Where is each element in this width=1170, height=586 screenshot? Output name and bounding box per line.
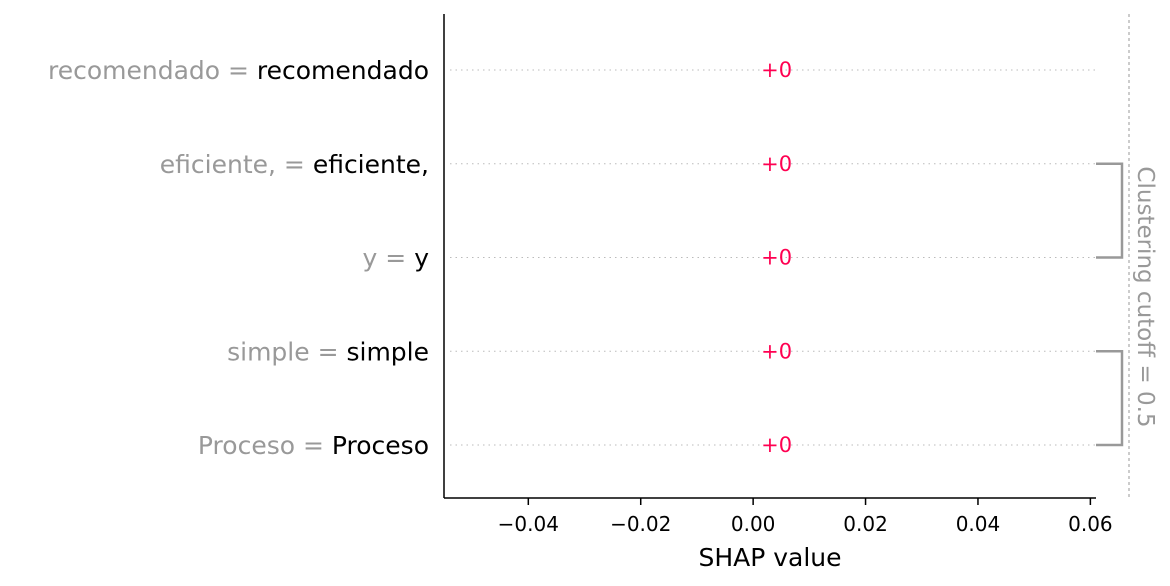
x-tick-label: 0.00 [731,512,776,536]
feature-name: Proceso [198,431,303,460]
cutoff-label: Clustering cutoff = 0.5 [1132,166,1158,427]
feature-name: eficiente, [160,150,284,179]
feature-label: Proceso = Proceso [198,431,429,460]
x-tick-label: 0.06 [1068,512,1113,536]
x-tick-label: −0.04 [498,512,559,536]
cluster-bracket [1096,350,1124,447]
shap-value-label: +0 [761,246,792,270]
feature-name: recomendado [48,56,220,85]
shap-value-label: +0 [761,339,792,363]
feature-equals: = [220,56,257,85]
feature-value: simple [346,337,429,366]
x-axis-label: SHAP value [698,543,841,572]
feature-equals: = [303,431,332,460]
shap-value-label: +0 [761,152,792,176]
feature-name: y [363,244,386,273]
feature-equals: = [385,244,414,273]
feature-value: y [414,244,429,273]
feature-equals: = [284,150,313,179]
shap-value-label: +0 [761,433,792,457]
feature-label: y = y [363,244,430,273]
cluster-brackets [1096,162,1124,447]
feature-value: recomendado [257,56,429,85]
feature-label: eficiente, = eficiente, [160,150,429,179]
shap-value-label: +0 [761,58,792,82]
cluster-bracket [1096,162,1124,259]
feature-equals: = [318,337,347,366]
feature-value: Proceso [332,431,429,460]
feature-name: simple [227,337,317,366]
feature-label: recomendado = recomendado [48,56,429,85]
feature-label: simple = simple [227,337,429,366]
feature-rows: recomendado = recomendado +0 eficiente, = … [48,56,1098,460]
x-tick-label: −0.02 [610,512,671,536]
x-tick-label: 0.02 [843,512,888,536]
x-ticks: −0.04 −0.02 0.00 0.02 0.04 0.06 [498,498,1113,536]
x-tick-label: 0.04 [956,512,1001,536]
feature-value: eficiente, [313,150,429,179]
